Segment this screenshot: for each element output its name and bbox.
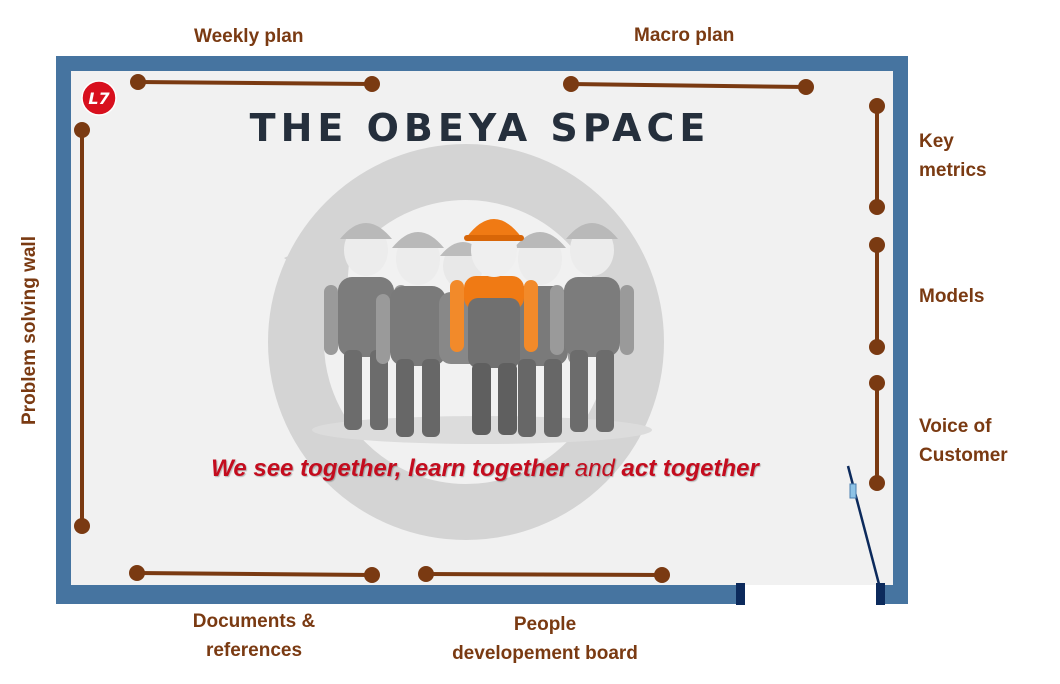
workers-group-graphic: [312, 219, 652, 444]
voice-label-line2: Customer: [919, 445, 1008, 466]
logo-text: L7: [88, 89, 110, 108]
people-label-line1: People: [513, 614, 577, 635]
weekly-plan-label: Weekly plan: [194, 26, 304, 47]
company-logo-icon: L7: [81, 80, 117, 116]
worker-leader: [450, 219, 538, 435]
macro-plan-label: Macro plan: [634, 25, 735, 46]
documents-references-board: [129, 565, 380, 583]
key-metrics-board: [869, 98, 885, 215]
models-board: [869, 237, 885, 355]
documents-label-line1: Documents &: [192, 611, 316, 632]
documents-references-label: Documents & references: [184, 607, 324, 665]
tagline-part-1: We see: [211, 455, 301, 482]
door-opening: [740, 585, 882, 605]
tagline: We see together, learn together and act …: [140, 455, 830, 483]
door-leaf: [846, 465, 882, 589]
tagline-part-2: together, learn together: [300, 455, 569, 482]
voice-of-customer-label: Voice of Customer: [919, 412, 1008, 470]
weekly-plan-board: [130, 74, 380, 92]
cycle-arrow-graphic: [268, 144, 664, 540]
key-metrics-label-line1: Key: [919, 131, 954, 152]
page-title: THE OBEYA SPACE: [249, 106, 711, 150]
key-metrics-label: Key metrics: [919, 127, 987, 185]
tagline-part-3: and: [568, 455, 622, 482]
problem-solving-wall-board: [74, 122, 90, 534]
door-post-right: [876, 583, 885, 605]
people-development-board: [418, 566, 670, 583]
worker-6: [550, 223, 634, 432]
key-metrics-label-line2: metrics: [919, 160, 987, 181]
models-label: Models: [919, 286, 985, 307]
voice-label-line1: Voice of: [919, 416, 992, 437]
macro-plan-board: [563, 76, 814, 95]
door-post-left: [736, 583, 745, 605]
people-label-line2: developement board: [452, 643, 638, 664]
documents-label-line2: references: [205, 640, 303, 661]
tagline-part-4: act together: [621, 455, 759, 482]
people-development-board-label: People developement board: [430, 610, 660, 668]
voice-of-customer-board: [869, 375, 885, 491]
